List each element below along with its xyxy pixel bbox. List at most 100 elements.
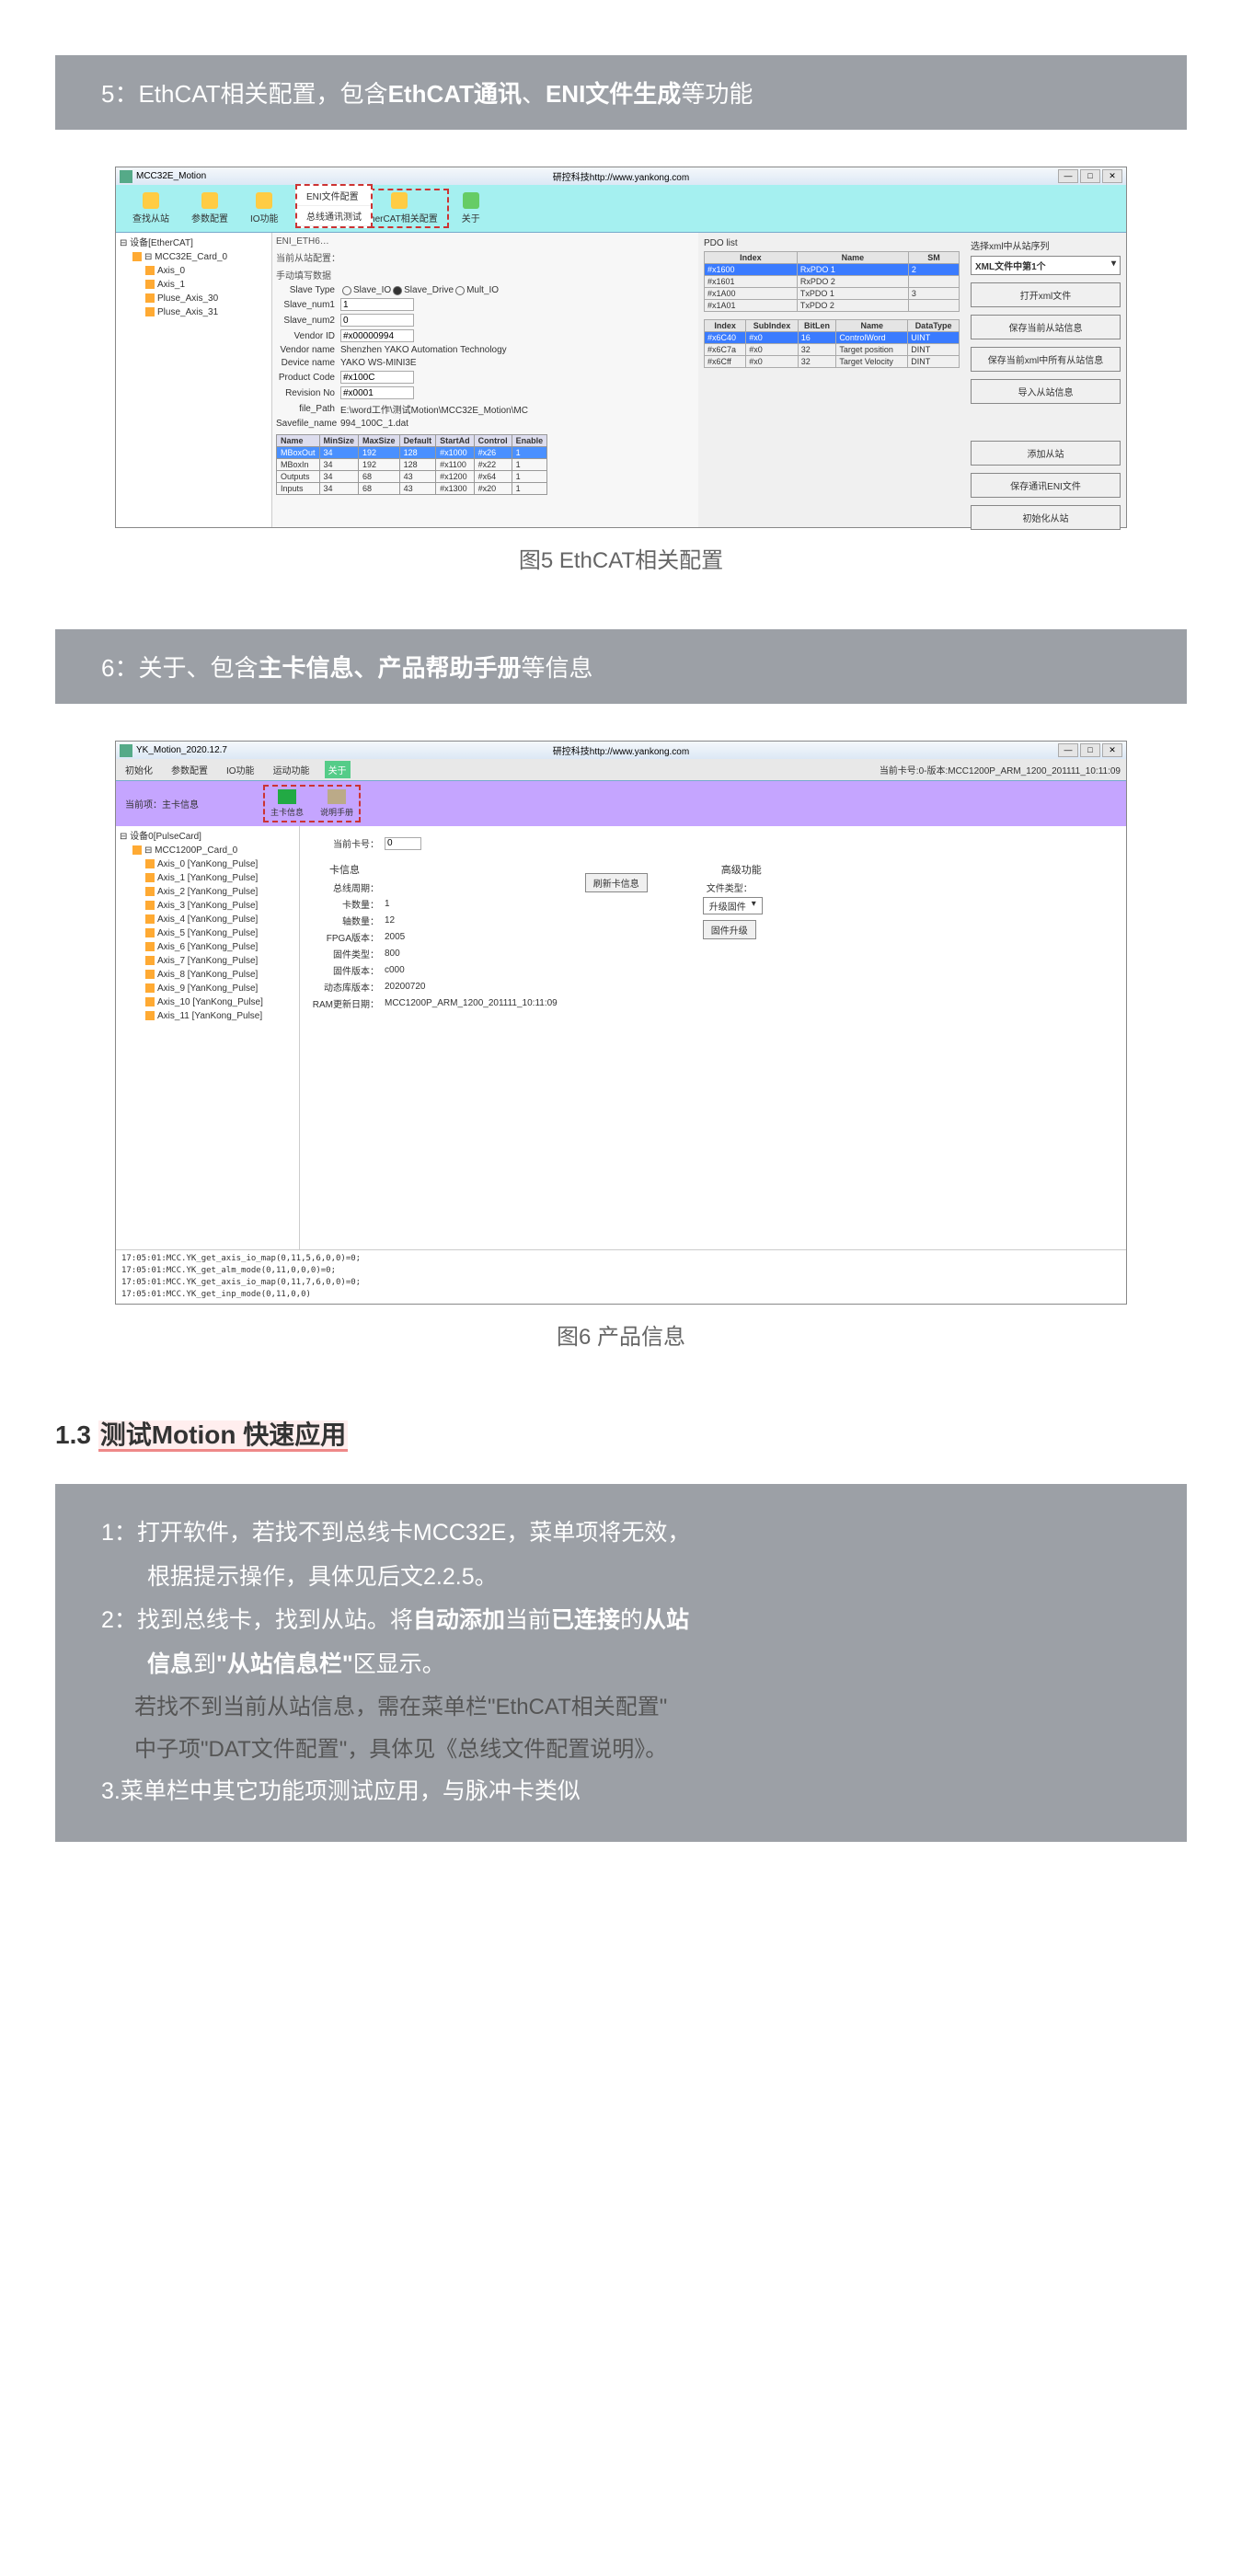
minimize-button[interactable]: — [1058,169,1078,183]
maximize-button[interactable]: □ [1080,743,1100,757]
chevron-down-icon: ▾ [1111,259,1116,272]
card-count: 1 [385,899,390,909]
about-icon [463,192,479,209]
window-buttons: — □ ✕ [1058,743,1122,757]
caption5: 图5 EthCAT相关配置 [55,542,1187,574]
step3: 3.菜单栏中其它功能项测试应用，与脉冲卡类似 [101,1770,1141,1814]
axis-icon [145,859,155,868]
menu-param[interactable]: 参数配置 [167,761,212,778]
slave-num1-input[interactable] [340,298,414,311]
menu-about[interactable]: 关于 [453,190,489,226]
sm-col: Name [277,435,320,447]
slave-num2-input[interactable] [340,314,414,327]
right-btn-5[interactable]: 保存通讯ENI文件 [971,473,1121,498]
tree2-node[interactable]: Axis_10 [YanKong_Pulse] [120,995,295,1009]
menu-io[interactable]: IO功能 [223,761,259,778]
refresh-card-button[interactable]: 刷新卡信息 [585,873,648,892]
upgrade-button[interactable]: 固件升级 [703,920,756,939]
pdo-row[interactable]: #x6C40#x016ControlWordUINT [705,332,960,344]
tree2-node[interactable]: Axis_1 [YanKong_Pulse] [120,871,295,885]
app1-center: ENI_ETH6… 当前从站配置： 手动填写数据 Slave Type Slav… [272,233,698,527]
minimize-button[interactable]: — [1058,743,1078,757]
sm-cell: #x1300 [436,483,475,495]
pdo-row[interactable]: #x6C7a#x032Target positionDINT [705,344,960,356]
step1-line2: 根据提示操作，具体见后文2.2.5。 [101,1556,1141,1600]
pdo-col: Name [836,320,908,332]
tb-manual[interactable]: 说明手册 [320,789,353,818]
xml-select-label: 选择xml中从站序列 [971,238,1121,252]
sm-cell: Inputs [277,483,320,495]
sm-col: Enable [512,435,547,447]
close-button[interactable]: ✕ [1102,169,1122,183]
card-no-input[interactable] [385,837,421,850]
pdo-row[interactable]: #x1601RxPDO 2 [705,276,960,288]
right-btn-3[interactable]: 导入从站信息 [971,379,1121,404]
axis-icon [145,956,155,965]
tree2-node[interactable]: Axis_5 [YanKong_Pulse] [120,926,295,940]
pdo-row[interactable]: #x1A00TxPDO 13 [705,288,960,300]
menu-about[interactable]: 关于 [325,761,351,778]
radio-slave-io[interactable] [342,286,351,295]
sm-cell: MBoxOut [277,447,320,459]
instructions-block: 1：打开软件，若找不到总线卡MCC32E，菜单项将无效， 根据提示操作，具体见后… [55,1484,1187,1842]
status-right: 当前卡号:0-版本:MCC1200P_ARM_1200_201111_10:11… [880,763,1121,776]
product-code-input[interactable] [340,371,414,384]
pdo-row[interactable]: #x1A01TxPDO 2 [705,300,960,312]
right-btn-0[interactable]: 打开xml文件 [971,282,1121,307]
radio-slave-drive[interactable] [393,286,402,295]
tree2-node[interactable]: Axis_4 [YanKong_Pulse] [120,913,295,926]
menu-param-config[interactable]: 参数配置 [182,190,237,226]
banner5-b1: EthCAT通讯 [388,80,522,108]
sm-col: MaxSize [359,435,400,447]
tree-pluse30[interactable]: Pluse_Axis_30 [120,292,268,305]
app-icon [120,744,132,757]
xml-combo[interactable]: XML文件中第1个▾ [971,256,1121,275]
tree2-node[interactable]: Axis_9 [YanKong_Pulse] [120,982,295,995]
right-btn-1[interactable]: 保存当前从站信息 [971,315,1121,339]
tree2-node[interactable]: Axis_6 [YanKong_Pulse] [120,940,295,954]
dropdown-bus-test[interactable]: 总线通讯测试 [297,206,371,226]
menu-find-slave[interactable]: 查找从站 [123,190,178,226]
vendor-id-input[interactable] [340,329,414,342]
slave-form: Slave Type Slave_IO Slave_Drive Mult_IO … [276,285,695,429]
slave-type-lbl: Slave Type [276,285,340,295]
menu-io[interactable]: IO功能 [241,190,288,226]
tree-pluse31[interactable]: Pluse_Axis_31 [120,305,268,319]
tree-root[interactable]: ⊟ 设备[EtherCAT] [120,236,268,250]
sm-cell: Outputs [277,471,320,483]
tree2-node[interactable]: Axis_11 [YanKong_Pulse] [120,1009,295,1023]
axis-icon [145,928,155,937]
find-icon [143,192,159,209]
pdo-table-2: IndexSubIndexBitLenNameDataType #x6C40#x… [704,319,960,368]
maximize-button[interactable]: □ [1080,169,1100,183]
sm-cell: 34 [319,459,359,471]
tb-card-info[interactable]: 主卡信息 [270,789,304,818]
pdo-row[interactable]: #x6Cff#x032Target VelocityDINT [705,356,960,368]
sm-cell: 192 [359,447,400,459]
revision-no-input[interactable] [340,386,414,399]
tree2-node[interactable]: Axis_3 [YanKong_Pulse] [120,899,295,913]
tree2-node[interactable]: Axis_7 [YanKong_Pulse] [120,954,295,968]
close-button[interactable]: ✕ [1102,743,1122,757]
pdo-col: BitLen [798,320,836,332]
right-btn-4[interactable]: 添加从站 [971,441,1121,466]
pdo-list-label: PDO list [704,238,960,248]
menu-init[interactable]: 初始化 [121,761,156,778]
right-btn-6[interactable]: 初始化从站 [971,505,1121,530]
tree-axis1[interactable]: Axis_1 [120,278,268,292]
right-btn-2[interactable]: 保存当前xml中所有从站信息 [971,347,1121,372]
tree-axis0[interactable]: Axis_0 [120,264,268,278]
tree2-node[interactable]: Axis_2 [YanKong_Pulse] [120,885,295,899]
radio-mult-io[interactable] [455,286,465,295]
file-type-combo[interactable]: 升级固件▾ [703,897,763,914]
tree2-node[interactable]: ⊟ MCC1200P_Card_0 [120,844,295,857]
pdo-table-1: IndexNameSM #x1600RxPDO 12#x1601RxPDO 2#… [704,251,960,312]
sm-cell: 1 [512,471,547,483]
menu-motion[interactable]: 运动功能 [270,761,314,778]
tree2-node[interactable]: Axis_0 [YanKong_Pulse] [120,857,295,871]
dropdown-eni-config[interactable]: ENI文件配置 [297,186,371,206]
pdo-row[interactable]: #x1600RxPDO 12 [705,264,960,276]
tree2-node[interactable]: Axis_8 [YanKong_Pulse] [120,968,295,982]
tree-card[interactable]: ⊟ MCC32E_Card_0 [120,250,268,264]
tree2-node[interactable]: ⊟ 设备0[PulseCard] [120,830,295,844]
